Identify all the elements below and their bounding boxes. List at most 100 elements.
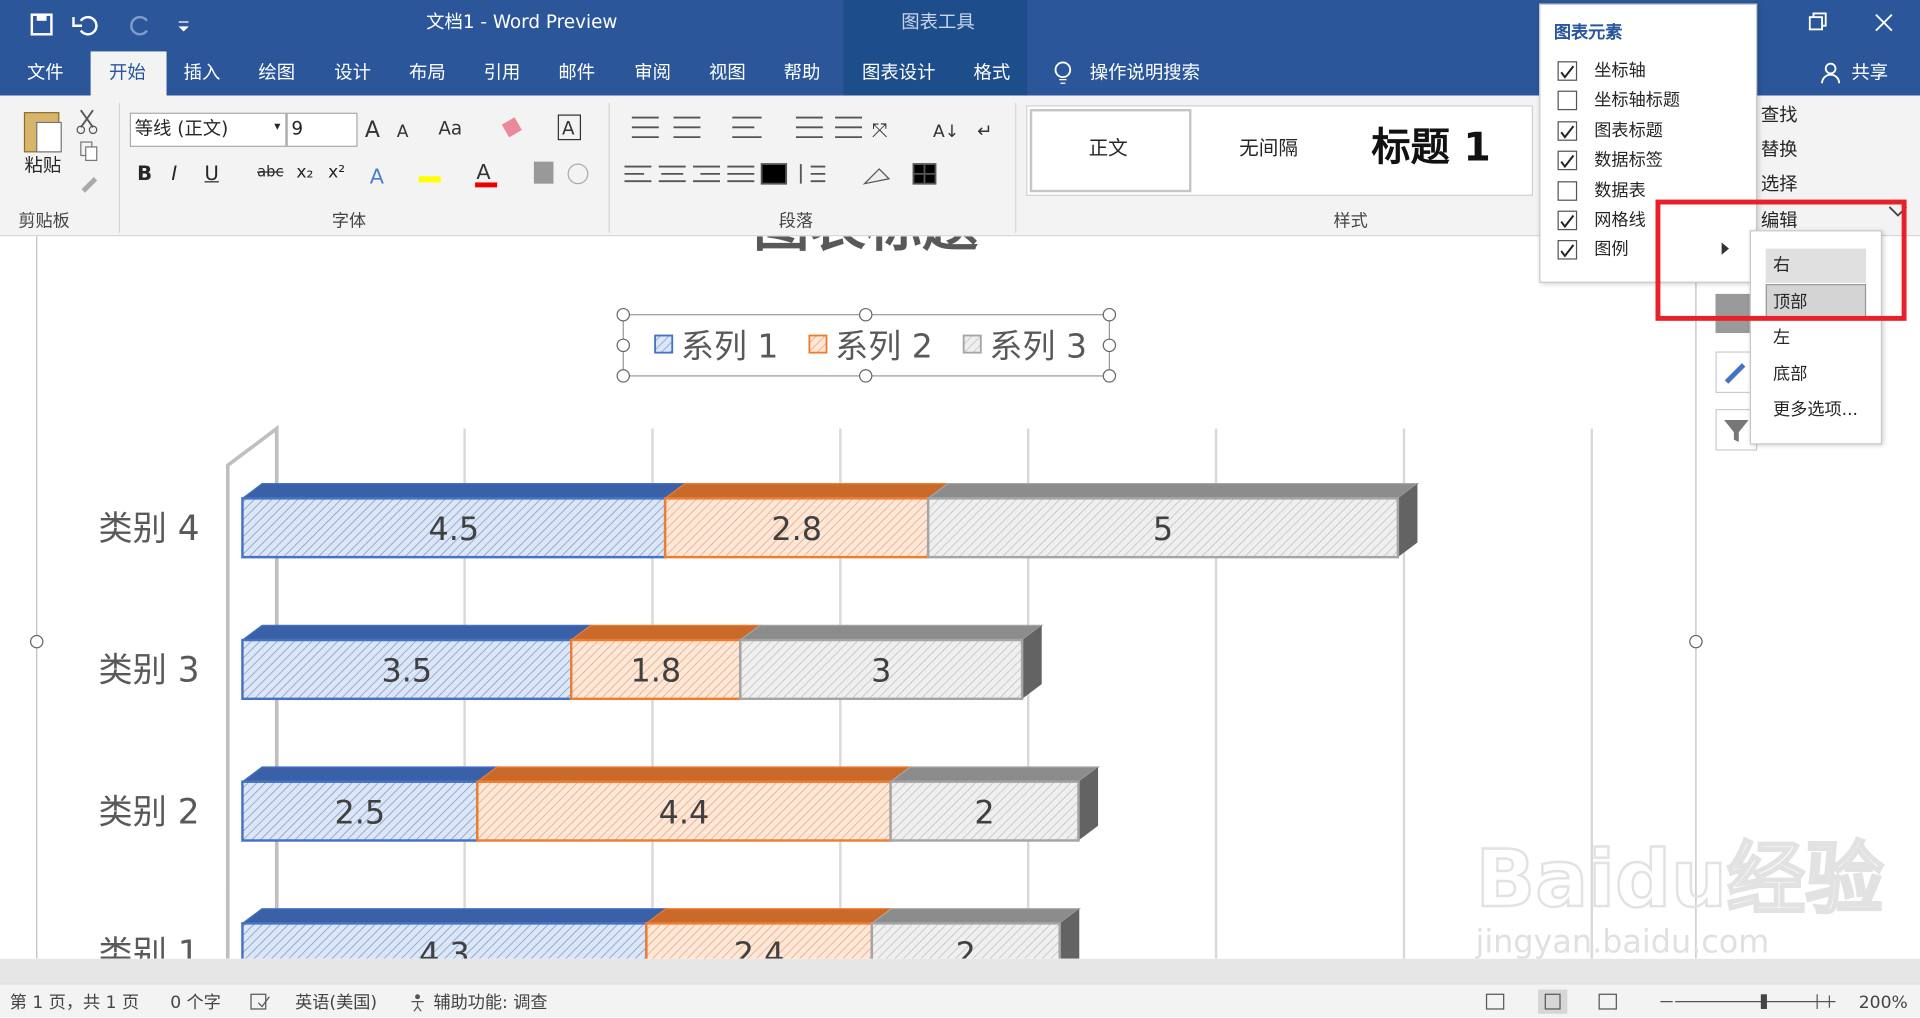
context-title: 图表工具 <box>901 11 975 34</box>
element-label[interactable]: 图表标题 <box>1594 120 1663 141</box>
ribbon-tab[interactable]: 布局 <box>408 61 446 84</box>
find-button[interactable]: 查找 <box>1760 104 1798 127</box>
element-label[interactable]: 数据标签 <box>1594 150 1663 171</box>
page-count[interactable]: 第 1 页，共 1 页 <box>9 993 140 1013</box>
bar-side <box>1397 483 1418 558</box>
checkbox[interactable] <box>1557 240 1578 261</box>
style-item[interactable]: 无间隔 <box>1239 135 1298 160</box>
bar[interactable] <box>240 908 668 959</box>
legend-swatch <box>654 334 674 354</box>
element-label[interactable]: 数据表 <box>1594 180 1646 201</box>
ribbon-tab[interactable]: 邮件 <box>558 61 596 84</box>
format-button[interactable]: x₂ <box>296 162 314 183</box>
decoration <box>1054 61 1072 79</box>
ribbon-tab[interactable]: 引用 <box>483 61 521 84</box>
data-label: 4.4 <box>659 793 710 831</box>
format-button[interactable]: U <box>204 161 219 185</box>
bar[interactable] <box>240 483 687 559</box>
clipboard-icons[interactable] <box>22 105 108 203</box>
bar[interactable] <box>926 483 1420 559</box>
decoration <box>178 21 189 32</box>
ribbon-tab[interactable]: 格式 <box>973 61 1011 84</box>
ribbon-tab[interactable]: 插入 <box>183 61 221 84</box>
format-button[interactable]: x² <box>328 162 346 183</box>
zoom-level[interactable]: 200% <box>1858 993 1908 1013</box>
proofing-icon[interactable] <box>249 992 273 1012</box>
decoration <box>1724 363 1746 384</box>
style-item[interactable]: 标题 1 <box>1371 123 1491 171</box>
format-button[interactable]: abc <box>257 162 284 181</box>
accessibility-icon[interactable] <box>408 992 432 1012</box>
quick-access[interactable] <box>24 10 208 39</box>
legend-label[interactable]: 系列 2 <box>835 327 933 366</box>
accessibility[interactable]: 辅助功能: 调查 <box>433 993 548 1013</box>
bar-top <box>663 483 950 499</box>
legend-label[interactable]: 系列 3 <box>989 327 1087 366</box>
element-label[interactable]: 图例 <box>1594 240 1629 261</box>
element-label[interactable]: 网格线 <box>1594 210 1646 231</box>
bar[interactable] <box>475 766 913 842</box>
bar[interactable] <box>663 483 950 559</box>
ribbon-tab[interactable]: 视图 <box>708 61 746 84</box>
font-name-box[interactable]: 等线 (正文) ▾ <box>129 112 287 147</box>
checkbox[interactable] <box>1557 61 1578 81</box>
font-size-box[interactable]: 9 <box>286 112 358 147</box>
select-button[interactable]: 选择 <box>1760 172 1798 195</box>
window-controls[interactable] <box>1800 7 1910 39</box>
decoration <box>85 146 98 162</box>
element-label[interactable]: 坐标轴 <box>1594 61 1646 81</box>
format-button[interactable]: I <box>171 161 178 185</box>
bar-top <box>240 908 668 925</box>
format-button[interactable]: B <box>137 161 153 185</box>
tell-me[interactable]: 操作说明搜索 <box>1089 61 1201 84</box>
ribbon-tab[interactable]: 绘图 <box>258 61 296 84</box>
menu-item[interactable]: 顶部 <box>1773 292 1808 312</box>
menu-item[interactable]: 更多选项... <box>1773 400 1858 421</box>
checkbox[interactable] <box>1557 120 1578 141</box>
ribbon-tab[interactable]: 图表设计 <box>862 61 936 84</box>
ribbon-tab[interactable]: 开始 <box>108 61 146 84</box>
ribbon-tab[interactable]: 审阅 <box>634 61 672 84</box>
decoration <box>1059 78 1067 84</box>
bar[interactable] <box>240 766 499 842</box>
data-label: 2.8 <box>771 510 822 548</box>
chart-elements-button[interactable] <box>1715 293 1755 334</box>
checkbox[interactable] <box>1557 210 1578 231</box>
decoration <box>81 177 98 193</box>
element-label[interactable]: 坐标轴标题 <box>1594 91 1681 111</box>
menu-item[interactable]: 左 <box>1773 328 1791 348</box>
bar-top <box>738 624 1044 641</box>
language[interactable]: 英语(美国) <box>295 993 378 1013</box>
ribbon-tab[interactable]: 文件 <box>26 61 64 84</box>
resize-handle[interactable] <box>1689 634 1703 649</box>
decoration <box>799 163 937 185</box>
check-mark <box>1560 125 1575 139</box>
menu-item[interactable]: 右 <box>1773 255 1791 276</box>
menu-highlight <box>1765 248 1867 283</box>
legend-label[interactable]: 系列 1 <box>681 327 779 366</box>
style-selected[interactable] <box>1029 108 1192 193</box>
bar[interactable] <box>888 766 1100 842</box>
view-and-zoom[interactable] <box>1482 989 1849 1014</box>
word-count[interactable]: 0 个字 <box>170 993 221 1013</box>
decoration <box>1824 62 1837 75</box>
resize-handle[interactable] <box>30 634 44 649</box>
paste-button[interactable]: 粘贴 <box>24 154 62 177</box>
ribbon-tab[interactable]: 帮助 <box>783 61 821 84</box>
decoration <box>858 307 873 322</box>
replace-button[interactable]: 替换 <box>1760 138 1798 161</box>
ribbon-tab[interactable]: 设计 <box>334 61 372 84</box>
checkbox[interactable] <box>1557 180 1578 201</box>
checkbox[interactable] <box>1557 150 1578 171</box>
menu-item[interactable]: 底部 <box>1773 364 1808 384</box>
style-item[interactable]: 正文 <box>1088 135 1128 160</box>
decoration <box>411 1001 424 1012</box>
checkbox[interactable] <box>1557 91 1578 111</box>
bar[interactable] <box>738 624 1044 701</box>
bar[interactable] <box>869 908 1082 959</box>
chart-title[interactable]: 图表标题 <box>753 236 979 259</box>
share-button[interactable]: 共享 <box>1851 61 1889 84</box>
